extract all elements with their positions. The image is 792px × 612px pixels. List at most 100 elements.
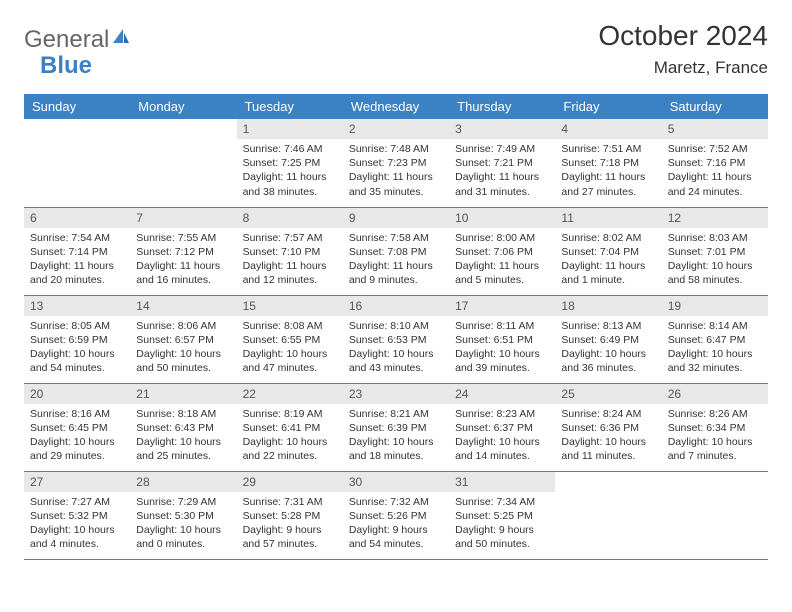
day-number: 24 xyxy=(449,384,555,404)
day-header: Sunday xyxy=(24,94,130,119)
daylight: Daylight: 10 hours and 29 minutes. xyxy=(30,435,124,463)
empty-cell xyxy=(555,471,661,559)
sunrise: Sunrise: 8:05 AM xyxy=(30,319,124,333)
day-text: Sunrise: 7:46 AMSunset: 7:25 PMDaylight:… xyxy=(237,139,343,203)
day-cell: 13Sunrise: 8:05 AMSunset: 6:59 PMDayligh… xyxy=(24,295,130,383)
daylight: Daylight: 11 hours and 9 minutes. xyxy=(349,259,443,287)
day-header: Wednesday xyxy=(343,94,449,119)
sunrise: Sunrise: 7:34 AM xyxy=(455,495,549,509)
sunset: Sunset: 7:16 PM xyxy=(668,156,762,170)
sunrise: Sunrise: 8:10 AM xyxy=(349,319,443,333)
day-header: Thursday xyxy=(449,94,555,119)
day-text: Sunrise: 7:52 AMSunset: 7:16 PMDaylight:… xyxy=(662,139,768,203)
day-number: 7 xyxy=(130,208,236,228)
sunset: Sunset: 6:36 PM xyxy=(561,421,655,435)
month-title: October 2024 xyxy=(598,20,768,52)
daylight: Daylight: 10 hours and 36 minutes. xyxy=(561,347,655,375)
daylight: Daylight: 11 hours and 31 minutes. xyxy=(455,170,549,198)
sunrise: Sunrise: 8:06 AM xyxy=(136,319,230,333)
sunrise: Sunrise: 8:02 AM xyxy=(561,231,655,245)
sunset: Sunset: 7:08 PM xyxy=(349,245,443,259)
daylight: Daylight: 11 hours and 24 minutes. xyxy=(668,170,762,198)
sunset: Sunset: 5:26 PM xyxy=(349,509,443,523)
day-text: Sunrise: 7:55 AMSunset: 7:12 PMDaylight:… xyxy=(130,228,236,292)
sunset: Sunset: 7:01 PM xyxy=(668,245,762,259)
day-cell: 3Sunrise: 7:49 AMSunset: 7:21 PMDaylight… xyxy=(449,119,555,207)
daylight: Daylight: 10 hours and 0 minutes. xyxy=(136,523,230,551)
day-text: Sunrise: 7:29 AMSunset: 5:30 PMDaylight:… xyxy=(130,492,236,556)
day-text: Sunrise: 8:11 AMSunset: 6:51 PMDaylight:… xyxy=(449,316,555,380)
day-text: Sunrise: 8:08 AMSunset: 6:55 PMDaylight:… xyxy=(237,316,343,380)
daylight: Daylight: 11 hours and 38 minutes. xyxy=(243,170,337,198)
brand-part2: Blue xyxy=(40,52,92,80)
sunrise: Sunrise: 7:51 AM xyxy=(561,142,655,156)
day-text: Sunrise: 7:51 AMSunset: 7:18 PMDaylight:… xyxy=(555,139,661,203)
day-number: 21 xyxy=(130,384,236,404)
sunrise: Sunrise: 8:13 AM xyxy=(561,319,655,333)
day-number: 20 xyxy=(24,384,130,404)
day-text: Sunrise: 8:16 AMSunset: 6:45 PMDaylight:… xyxy=(24,404,130,468)
sunset: Sunset: 6:49 PM xyxy=(561,333,655,347)
daylight: Daylight: 11 hours and 16 minutes. xyxy=(136,259,230,287)
day-header-row: Sunday Monday Tuesday Wednesday Thursday… xyxy=(24,94,768,119)
sunset: Sunset: 6:37 PM xyxy=(455,421,549,435)
day-cell: 30Sunrise: 7:32 AMSunset: 5:26 PMDayligh… xyxy=(343,471,449,559)
sunset: Sunset: 7:18 PM xyxy=(561,156,655,170)
daylight: Daylight: 11 hours and 35 minutes. xyxy=(349,170,443,198)
sunset: Sunset: 6:59 PM xyxy=(30,333,124,347)
daylight: Daylight: 10 hours and 18 minutes. xyxy=(349,435,443,463)
day-cell: 24Sunrise: 8:23 AMSunset: 6:37 PMDayligh… xyxy=(449,383,555,471)
day-number: 23 xyxy=(343,384,449,404)
sunrise: Sunrise: 8:21 AM xyxy=(349,407,443,421)
sail-icon xyxy=(111,27,131,45)
day-text: Sunrise: 7:27 AMSunset: 5:32 PMDaylight:… xyxy=(24,492,130,556)
sunrise: Sunrise: 8:08 AM xyxy=(243,319,337,333)
day-number: 28 xyxy=(130,472,236,492)
day-cell: 1Sunrise: 7:46 AMSunset: 7:25 PMDaylight… xyxy=(237,119,343,207)
empty-cell xyxy=(662,471,768,559)
sunrise: Sunrise: 7:52 AM xyxy=(668,142,762,156)
sunrise: Sunrise: 7:31 AM xyxy=(243,495,337,509)
day-number: 1 xyxy=(237,119,343,139)
day-number: 6 xyxy=(24,208,130,228)
day-cell: 20Sunrise: 8:16 AMSunset: 6:45 PMDayligh… xyxy=(24,383,130,471)
day-number: 27 xyxy=(24,472,130,492)
sunrise: Sunrise: 7:54 AM xyxy=(30,231,124,245)
sunset: Sunset: 7:10 PM xyxy=(243,245,337,259)
day-cell: 10Sunrise: 8:00 AMSunset: 7:06 PMDayligh… xyxy=(449,207,555,295)
day-text: Sunrise: 7:58 AMSunset: 7:08 PMDaylight:… xyxy=(343,228,449,292)
calendar-week: 1Sunrise: 7:46 AMSunset: 7:25 PMDaylight… xyxy=(24,119,768,207)
day-number: 8 xyxy=(237,208,343,228)
day-text: Sunrise: 8:21 AMSunset: 6:39 PMDaylight:… xyxy=(343,404,449,468)
day-text: Sunrise: 8:06 AMSunset: 6:57 PMDaylight:… xyxy=(130,316,236,380)
empty-cell xyxy=(130,119,236,207)
day-number: 25 xyxy=(555,384,661,404)
day-cell: 11Sunrise: 8:02 AMSunset: 7:04 PMDayligh… xyxy=(555,207,661,295)
day-header: Friday xyxy=(555,94,661,119)
daylight: Daylight: 11 hours and 5 minutes. xyxy=(455,259,549,287)
day-cell: 4Sunrise: 7:51 AMSunset: 7:18 PMDaylight… xyxy=(555,119,661,207)
day-text: Sunrise: 8:10 AMSunset: 6:53 PMDaylight:… xyxy=(343,316,449,380)
day-number: 4 xyxy=(555,119,661,139)
day-cell: 16Sunrise: 8:10 AMSunset: 6:53 PMDayligh… xyxy=(343,295,449,383)
day-number: 12 xyxy=(662,208,768,228)
daylight: Daylight: 10 hours and 50 minutes. xyxy=(136,347,230,375)
calendar-week: 27Sunrise: 7:27 AMSunset: 5:32 PMDayligh… xyxy=(24,471,768,559)
sunset: Sunset: 7:21 PM xyxy=(455,156,549,170)
day-cell: 22Sunrise: 8:19 AMSunset: 6:41 PMDayligh… xyxy=(237,383,343,471)
day-cell: 19Sunrise: 8:14 AMSunset: 6:47 PMDayligh… xyxy=(662,295,768,383)
day-text: Sunrise: 8:19 AMSunset: 6:41 PMDaylight:… xyxy=(237,404,343,468)
day-cell: 6Sunrise: 7:54 AMSunset: 7:14 PMDaylight… xyxy=(24,207,130,295)
day-number: 30 xyxy=(343,472,449,492)
daylight: Daylight: 9 hours and 57 minutes. xyxy=(243,523,337,551)
daylight: Daylight: 10 hours and 25 minutes. xyxy=(136,435,230,463)
day-number: 29 xyxy=(237,472,343,492)
day-text: Sunrise: 8:02 AMSunset: 7:04 PMDaylight:… xyxy=(555,228,661,292)
sunset: Sunset: 6:57 PM xyxy=(136,333,230,347)
sunset: Sunset: 6:51 PM xyxy=(455,333,549,347)
sunrise: Sunrise: 7:55 AM xyxy=(136,231,230,245)
day-header: Saturday xyxy=(662,94,768,119)
sunrise: Sunrise: 8:26 AM xyxy=(668,407,762,421)
daylight: Daylight: 10 hours and 14 minutes. xyxy=(455,435,549,463)
day-text: Sunrise: 7:31 AMSunset: 5:28 PMDaylight:… xyxy=(237,492,343,556)
